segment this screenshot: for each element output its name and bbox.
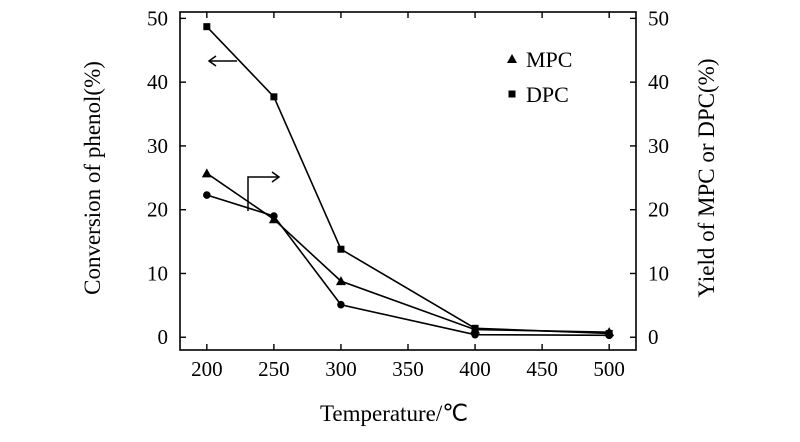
x-tick-label: 200 xyxy=(191,357,223,381)
series-circle-series xyxy=(203,191,613,340)
left-y-tick-label: 0 xyxy=(158,325,169,349)
legend-marker-dpc xyxy=(508,90,516,98)
right-y-tick-label: 50 xyxy=(648,6,669,30)
data-point-dpc xyxy=(270,93,278,101)
left-y-axis-title: Conversion of phenol(%) xyxy=(80,61,105,295)
data-point-circle-series xyxy=(203,191,211,199)
right-y-tick-label: 20 xyxy=(648,198,669,222)
series-line-mpc xyxy=(206,172,610,333)
data-point-circle-series xyxy=(270,212,278,220)
series-line-dpc xyxy=(206,26,610,335)
data-point-circle-series xyxy=(471,330,479,339)
right-y-tick-label: 30 xyxy=(648,134,669,158)
data-point-mpc xyxy=(201,168,212,178)
axes: 200 250 300 350 400 450 500 0 0 10 10 20 20 30 30 40 40 5… xyxy=(147,6,669,381)
x-tick-label: 500 xyxy=(593,357,625,381)
right-y-tick-label: 40 xyxy=(648,70,669,94)
legend-label-mpc: MPC xyxy=(526,47,572,72)
x-tick-label: 450 xyxy=(526,357,558,381)
right-axis-arrow-head xyxy=(271,171,281,183)
left-axis-arrow-head xyxy=(207,55,217,67)
left-y-tick-label: 10 xyxy=(147,261,168,285)
series-line-circle-series xyxy=(206,194,610,337)
data-point-circle-series xyxy=(337,300,345,309)
x-axis-title: Temperature/℃ xyxy=(320,401,468,426)
left-y-tick-label: 50 xyxy=(147,6,168,30)
right-axis-arrow-shaft xyxy=(247,176,279,211)
axis-indicator-arrows xyxy=(207,55,281,211)
data-point-dpc xyxy=(337,245,345,253)
x-tick-label: 400 xyxy=(459,357,491,381)
x-tick-label: 350 xyxy=(392,357,424,381)
data-point-dpc xyxy=(471,324,479,332)
data-point-mpc xyxy=(335,276,346,286)
x-tick-label: 300 xyxy=(325,357,357,381)
legend-marker-mpc xyxy=(507,54,517,63)
series-mpc xyxy=(201,168,615,337)
legend-label-dpc: DPC xyxy=(526,82,569,107)
right-y-tick-label: 0 xyxy=(648,325,659,349)
data-point-circle-series xyxy=(605,331,613,340)
left-y-tick-label: 20 xyxy=(147,198,168,222)
data-point-dpc xyxy=(203,23,211,31)
series-group xyxy=(201,23,615,340)
right-y-axis-title: Yield of MPC or DPC(%) xyxy=(694,59,719,298)
right-y-tick-label: 10 xyxy=(648,261,669,285)
left-y-tick-label: 30 xyxy=(147,134,168,158)
legend: MPC DPC xyxy=(507,47,572,107)
left-y-tick-label: 40 xyxy=(147,70,168,94)
x-tick-label: 250 xyxy=(258,357,290,381)
